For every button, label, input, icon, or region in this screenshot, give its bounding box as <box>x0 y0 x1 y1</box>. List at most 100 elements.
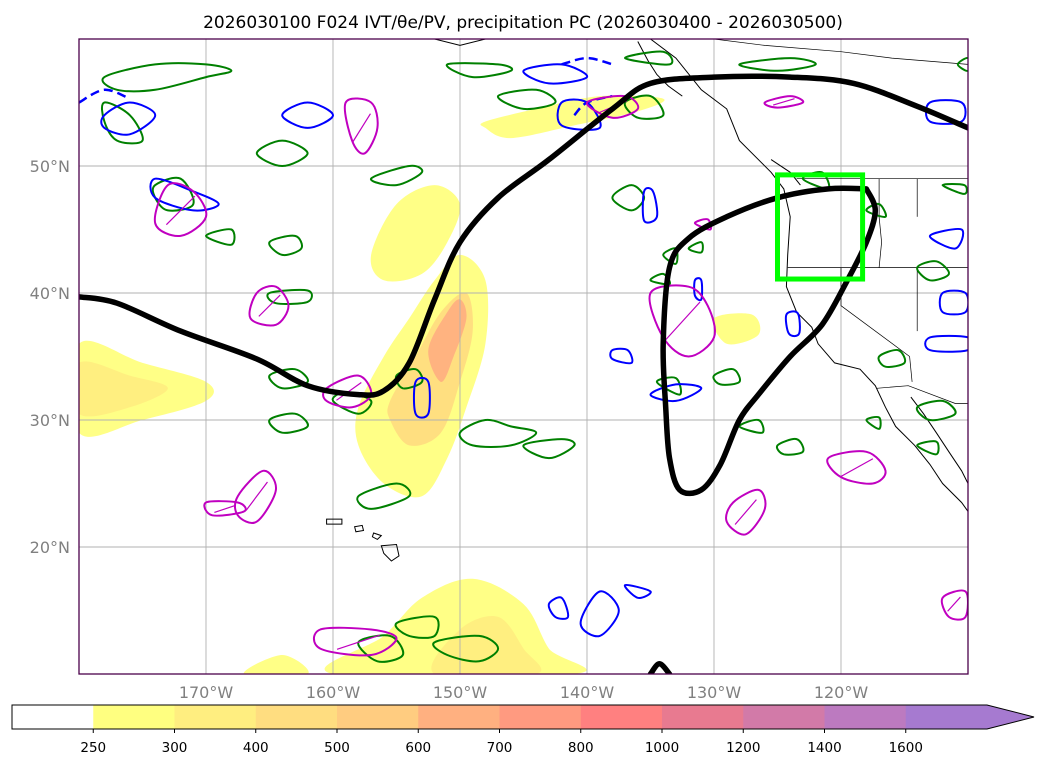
pv-hatch-line <box>352 113 371 143</box>
colorbar: 250 300 400 500 600 700 800 1000 1200 1400 1600 <box>11 704 1035 756</box>
colorbar-segment <box>905 705 988 729</box>
island-outline <box>353 524 365 533</box>
map-gridlines <box>79 39 968 674</box>
pv-hatch-line <box>214 504 236 514</box>
ivt-shading-layer <box>79 95 761 674</box>
boundary-line <box>713 39 968 65</box>
island-outline <box>380 543 400 562</box>
theta-e-green-contour <box>268 368 309 390</box>
theta-e-blue-contour <box>100 101 157 136</box>
island-outline <box>371 532 383 541</box>
theta-e-green-contour <box>865 415 882 430</box>
highlight-box <box>775 172 866 282</box>
map-frame <box>78 38 969 675</box>
theta-e-blue-dashed <box>561 56 613 66</box>
theta-e-green-contour <box>956 56 968 72</box>
colorbar-tick-label: 700 <box>487 740 513 756</box>
theta-e-green-contour <box>394 368 424 390</box>
theta-e-green-contour <box>916 260 950 282</box>
theta-e-green-contour <box>445 62 514 79</box>
pv-hatch-line <box>165 195 196 226</box>
theta-e-green-contour <box>268 234 303 257</box>
colorbar-tick-label: 1200 <box>726 740 760 756</box>
ivt-shade-upper-plume <box>370 185 461 282</box>
highlight-box-layer <box>775 172 866 282</box>
theta-e-blue-contour <box>579 590 620 638</box>
lat-tick-label: 50°N <box>30 157 70 176</box>
theta-e-green-contour <box>624 50 674 66</box>
lon-tick-label: 140°W <box>560 683 615 702</box>
colorbar-segment <box>337 705 419 729</box>
colorbar-segment <box>824 705 907 729</box>
map-panel <box>78 38 969 675</box>
colorbar-tick-label: 1000 <box>645 740 679 756</box>
pv-hatch-line <box>664 301 701 342</box>
lat-tick-label: 40°N <box>30 284 70 303</box>
theta-e-blue-contour <box>924 334 968 353</box>
pv-hatch-line <box>258 294 281 317</box>
pv-magenta-contour <box>248 285 290 327</box>
pv-magenta-contour <box>763 95 805 109</box>
pv-magenta-contour <box>940 589 968 621</box>
colorbar-outline <box>11 704 1035 730</box>
lat-tick-label: 30°N <box>30 411 70 430</box>
chart-title: 2026030100 F024 IVT/θe/PV, precipitation… <box>203 13 843 33</box>
pv-hatch-line <box>734 499 757 525</box>
jet-contour-main-front <box>79 73 968 398</box>
theta-e-blue-contour <box>623 583 652 599</box>
theta-e-green-contour <box>255 139 309 168</box>
theta-e-green-contour <box>712 368 741 386</box>
ivt-shade-small-patch <box>712 313 761 345</box>
colorbar-segment <box>174 705 257 729</box>
theta-e-green-contour <box>357 634 405 663</box>
lon-tick-label: 170°W <box>179 683 234 702</box>
theta-e-green-contour <box>877 348 907 368</box>
theta-e-green-contour <box>356 482 412 510</box>
theta-e-green-contour <box>266 288 313 305</box>
colorbar-tick-label: 500 <box>324 740 350 756</box>
theta-e-green-contour <box>687 241 704 254</box>
theta-e-green-contour <box>497 88 557 111</box>
coastline-layer <box>326 39 968 562</box>
pv-hatch-line <box>947 596 961 612</box>
theta-e-blue-contour <box>784 310 801 338</box>
pv-magenta-contour <box>312 626 398 657</box>
boundary-line <box>909 356 913 382</box>
theta-e-green-contours <box>101 50 968 663</box>
ivt-shade-central-plume-core <box>428 299 467 382</box>
lon-tick-label: 130°W <box>687 683 742 702</box>
pv-magenta-contour <box>203 500 247 517</box>
pv-hatch-line <box>840 458 874 478</box>
island-outline <box>326 518 343 525</box>
theta-e-green-contour <box>738 418 765 434</box>
colorbar-tick-label: 1400 <box>807 740 841 756</box>
coastline-segment <box>770 159 801 186</box>
pv-magenta-contour <box>233 469 277 524</box>
theta-e-green-contour <box>522 438 576 460</box>
theta-e-green-contour <box>775 437 805 456</box>
theta-e-blue-contour <box>412 376 431 419</box>
colorbar-extend-arrow <box>987 705 1034 729</box>
theta-e-blue-contour <box>641 186 659 224</box>
pv-hatch-line <box>336 634 380 650</box>
pv-magenta-contour <box>826 450 887 485</box>
theta-e-green-contour <box>623 94 665 120</box>
colorbar-segment <box>662 705 744 729</box>
colorbar-segment <box>255 705 338 729</box>
colorbar-tick-label: 800 <box>568 740 594 756</box>
colorbar-tick-label: 600 <box>405 740 431 756</box>
lat-tick-label: 20°N <box>30 538 70 557</box>
colorbar-segment <box>93 705 175 729</box>
theta-e-blue-contour <box>693 277 704 302</box>
theta-e-blue-contours <box>79 56 968 638</box>
theta-e-green-contour <box>915 399 957 422</box>
theta-e-blue-contour <box>547 596 570 620</box>
theta-e-blue-contour <box>928 228 965 250</box>
pv-hatch-line <box>773 98 795 106</box>
jet-contour-south-edge-fragment <box>647 661 673 674</box>
jet-contour-layer <box>79 73 968 674</box>
theta-e-blue-contour <box>556 98 602 131</box>
ivt-shade-west-band-mid <box>79 361 168 417</box>
theta-e-green-contour <box>916 440 940 456</box>
